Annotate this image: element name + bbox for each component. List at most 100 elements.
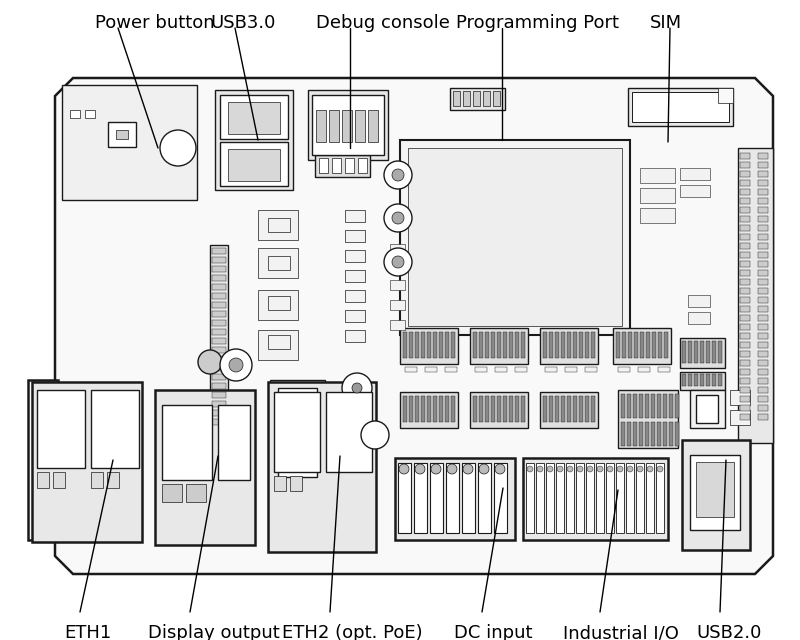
Bar [669,394,673,418]
Bar [212,257,226,263]
Bar [688,295,710,307]
Bar [740,324,750,330]
Bar [274,476,286,491]
Bar [657,422,661,446]
Bar [403,396,407,422]
Bar [740,414,750,420]
Circle shape [587,466,593,472]
Bar [740,369,750,375]
Bar [212,275,226,281]
Bar [162,484,182,502]
Bar [596,463,604,533]
Bar [91,390,139,468]
Text: USB2.0: USB2.0 [696,624,762,640]
Bar [758,207,768,213]
Bar [453,91,460,106]
Bar [497,332,501,358]
Bar [758,351,768,357]
Bar [682,374,686,386]
Bar [155,390,255,545]
Circle shape [160,130,196,166]
Bar [591,332,595,358]
Bar [509,332,513,358]
Text: USB3.0: USB3.0 [210,14,275,32]
Bar [491,396,495,422]
Bar [651,422,655,446]
Bar [345,330,365,342]
Bar [740,162,750,168]
Bar [758,216,768,222]
Bar [740,288,750,294]
Bar [409,332,413,358]
Bar [345,310,365,322]
Bar [433,396,437,422]
Circle shape [547,466,553,472]
Bar [663,422,667,446]
Bar [220,95,288,139]
Text: Debug console: Debug console [316,14,450,32]
Bar [730,390,750,405]
Bar [712,341,716,363]
Bar [212,266,226,272]
Bar [430,463,443,533]
Bar [427,396,431,422]
Bar [515,367,527,372]
Bar [632,92,729,122]
Bar [445,332,449,358]
Bar [682,341,686,363]
Bar [740,387,750,393]
Bar [37,390,85,468]
Bar [270,435,325,485]
Bar [290,476,302,491]
Bar [690,455,740,530]
Bar [712,374,716,386]
Bar [523,458,668,540]
Bar [626,463,634,533]
Bar [758,162,768,168]
Circle shape [342,373,372,403]
Text: ETH2 (opt. PoE): ETH2 (opt. PoE) [282,624,422,640]
Circle shape [384,204,412,232]
Bar [621,394,625,418]
Bar [268,218,290,232]
Bar [450,88,505,110]
Bar [700,374,704,386]
Bar [696,395,718,423]
Bar [576,463,584,533]
Bar [228,149,280,181]
Bar [462,463,475,533]
Bar [315,155,370,177]
Bar [740,378,750,384]
Bar [212,320,226,326]
Bar [640,208,675,223]
Bar [652,332,656,358]
Circle shape [647,466,653,472]
Bar [555,396,559,422]
Bar [675,422,679,446]
Bar [646,332,650,358]
Bar [494,463,507,533]
Circle shape [229,358,243,372]
Bar [639,422,643,446]
Bar [579,396,583,422]
Bar [680,338,725,368]
Bar [700,341,704,363]
Bar [567,396,571,422]
Bar [345,210,365,222]
Circle shape [361,421,389,449]
Circle shape [447,464,457,474]
Bar [758,369,768,375]
Bar [409,396,413,422]
Bar [212,311,226,317]
Bar [758,243,768,249]
Bar [628,88,733,126]
Circle shape [399,464,409,474]
Bar [390,320,405,330]
Circle shape [479,464,489,474]
Bar [228,102,280,134]
Bar [218,405,250,480]
Bar [53,472,65,488]
Bar [368,110,378,142]
Bar [758,387,768,393]
Bar [536,463,544,533]
